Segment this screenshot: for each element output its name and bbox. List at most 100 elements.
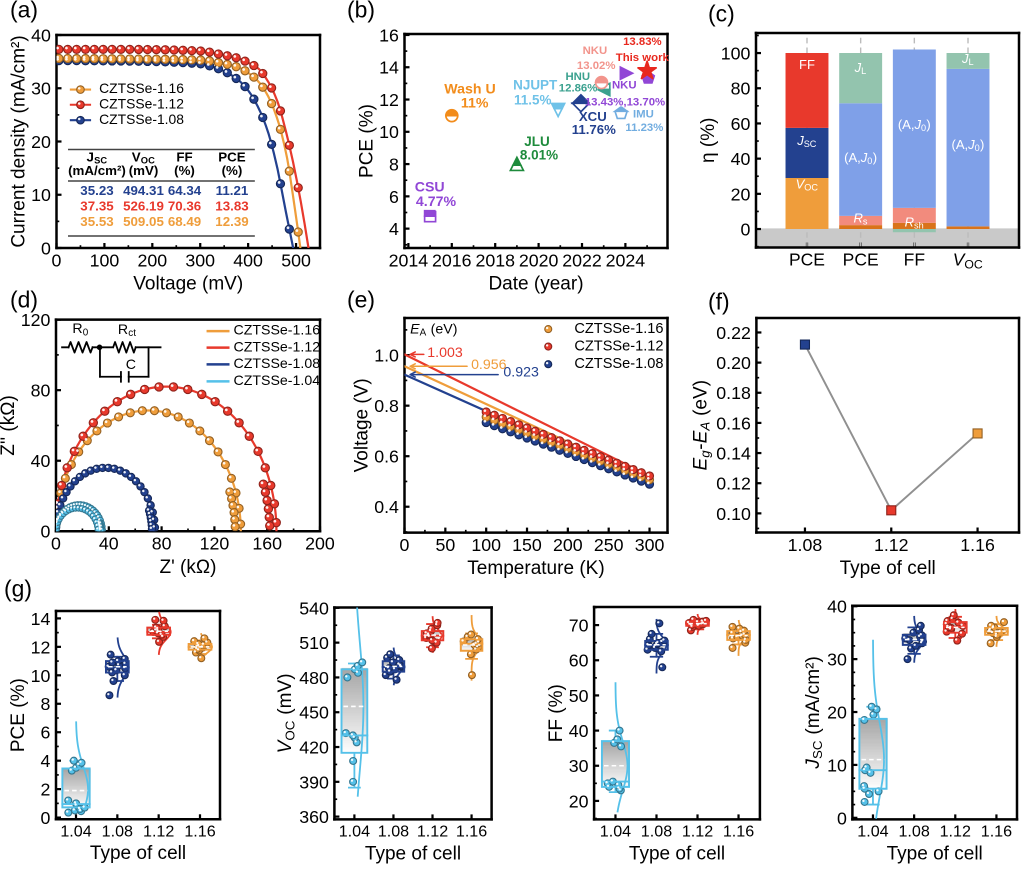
svg-text:0.22: 0.22 [716, 323, 751, 343]
svg-text:8: 8 [41, 694, 51, 714]
svg-text:2020: 2020 [519, 250, 559, 270]
svg-text:1.04: 1.04 [60, 823, 91, 841]
svg-text:FF (%): FF (%) [546, 684, 567, 742]
svg-text:40: 40 [31, 25, 51, 45]
svg-text:40: 40 [99, 534, 119, 554]
svg-text:PCE: PCE [218, 149, 246, 164]
svg-text:0.16: 0.16 [716, 413, 751, 433]
svg-text:R s h: R s h [905, 206, 925, 233]
svg-text:20: 20 [31, 132, 51, 152]
svg-text:η (%): η (%) [698, 118, 719, 163]
svg-text:IMU: IMU [633, 109, 654, 121]
svg-text:64.34: 64.34 [168, 183, 202, 198]
svg-text:E A (: E A ( e V ) [410, 313, 459, 340]
svg-text:13.83: 13.83 [215, 198, 248, 213]
svg-text:14: 14 [379, 58, 399, 78]
svg-text:12.86%: 12.86% [559, 83, 598, 95]
svg-text:J S C: J S C [796, 125, 817, 152]
svg-text:100: 100 [721, 44, 751, 64]
svg-text:R s: R s [853, 202, 869, 227]
svg-text:(mA/cm²): (mA/cm²) [68, 163, 126, 178]
svg-text:200: 200 [553, 535, 583, 555]
svg-text:R c t: R c t [118, 314, 140, 341]
svg-text:CZTSSe-1.08: CZTSSe-1.08 [99, 111, 184, 127]
svg-text:0.18: 0.18 [716, 383, 751, 403]
svg-text:250: 250 [594, 535, 624, 555]
svg-text:0: 0 [41, 808, 51, 828]
svg-text:1.04: 1.04 [600, 823, 631, 841]
svg-text:10: 10 [827, 755, 847, 775]
svg-text:( A , ): ( A , ) J 0 [951, 129, 990, 154]
svg-text:1.16: 1.16 [960, 535, 995, 555]
svg-text:12.39: 12.39 [215, 214, 248, 229]
svg-text:120: 120 [200, 534, 230, 554]
svg-text:1.003: 1.003 [427, 345, 463, 361]
svg-text:JLU: JLU [524, 134, 549, 149]
svg-text:Z' (kΩ): Z' (kΩ) [160, 557, 217, 578]
svg-text:40: 40 [731, 149, 751, 169]
svg-text:60: 60 [731, 114, 751, 134]
svg-text:1.08: 1.08 [378, 823, 409, 841]
svg-text:J S C: J S C [87, 141, 108, 168]
svg-text:(%): (%) [222, 163, 243, 178]
svg-text:1.12: 1.12 [143, 823, 174, 841]
svg-text:60: 60 [569, 651, 589, 671]
svg-text:2024: 2024 [606, 250, 646, 270]
svg-text:40: 40 [31, 451, 51, 471]
svg-text:2014: 2014 [389, 250, 429, 270]
svg-text:Type of cell: Type of cell [90, 843, 186, 864]
svg-text:NKU: NKU [612, 79, 637, 91]
svg-text:35.53: 35.53 [80, 214, 113, 229]
svg-text:0.10: 0.10 [716, 504, 751, 524]
svg-text:NJUPT: NJUPT [513, 78, 558, 93]
svg-text:(%): (%) [174, 163, 195, 178]
svg-text:37.35: 37.35 [80, 198, 114, 213]
svg-text:390: 390 [299, 772, 329, 792]
svg-text:(g): (g) [4, 576, 32, 602]
svg-text:FF: FF [799, 57, 815, 72]
svg-text:(mV): (mV) [129, 163, 159, 178]
svg-text:CZTSSe-1.08: CZTSSe-1.08 [234, 356, 321, 372]
svg-text:0: 0 [741, 219, 751, 239]
svg-text:Date (year): Date (year) [488, 273, 583, 294]
svg-text:NKU: NKU [583, 45, 608, 57]
svg-text:120: 120 [21, 310, 51, 330]
svg-text:6: 6 [389, 187, 399, 207]
svg-text:300: 300 [185, 250, 215, 270]
svg-text:35.23: 35.23 [80, 183, 113, 198]
svg-text:150: 150 [512, 535, 542, 555]
svg-text:40: 40 [827, 597, 847, 617]
svg-text:Type of cell: Type of cell [629, 843, 725, 864]
svg-text:( A , ): ( A , ) J 0 [844, 142, 883, 167]
svg-text:1.08: 1.08 [788, 535, 823, 555]
svg-text:2: 2 [41, 780, 51, 800]
svg-text:1.04: 1.04 [339, 823, 370, 841]
svg-text:PCE (%): PCE (%) [356, 104, 377, 178]
svg-text:0.12: 0.12 [716, 474, 751, 494]
svg-text:13.43%,13.70%: 13.43%,13.70% [585, 96, 665, 108]
svg-text:1.08: 1.08 [898, 823, 929, 841]
svg-text:(d): (d) [10, 287, 38, 313]
svg-text:( A , ): ( A , ) J 0 [898, 109, 937, 134]
svg-text:CZTSSe-1.16: CZTSSe-1.16 [99, 80, 184, 96]
svg-text:70.36: 70.36 [168, 198, 201, 213]
svg-text:Current density (mA/cm²): Current density (mA/cm²) [8, 35, 29, 247]
svg-text:12: 12 [31, 637, 51, 657]
svg-text:420: 420 [299, 737, 329, 757]
svg-text:2022: 2022 [562, 250, 602, 270]
svg-text:11.21: 11.21 [216, 183, 249, 198]
svg-text:2016: 2016 [432, 250, 472, 270]
svg-text:CZTSSe-1.12: CZTSSe-1.12 [234, 339, 321, 355]
svg-text:200: 200 [137, 250, 167, 270]
svg-text:1.16: 1.16 [456, 823, 487, 841]
svg-text:80: 80 [731, 79, 751, 99]
svg-text:11.76%: 11.76% [572, 122, 616, 137]
svg-text:1.12: 1.12 [682, 823, 713, 841]
svg-text:V O C: V O C [132, 141, 155, 168]
svg-text:509.05: 509.05 [123, 214, 164, 229]
svg-text:13.83%: 13.83% [623, 36, 662, 48]
svg-text:1.12: 1.12 [940, 823, 971, 841]
svg-text:16: 16 [379, 25, 399, 45]
svg-text:300: 300 [635, 535, 665, 555]
svg-text:CZTSSe-1.16: CZTSSe-1.16 [234, 323, 321, 339]
